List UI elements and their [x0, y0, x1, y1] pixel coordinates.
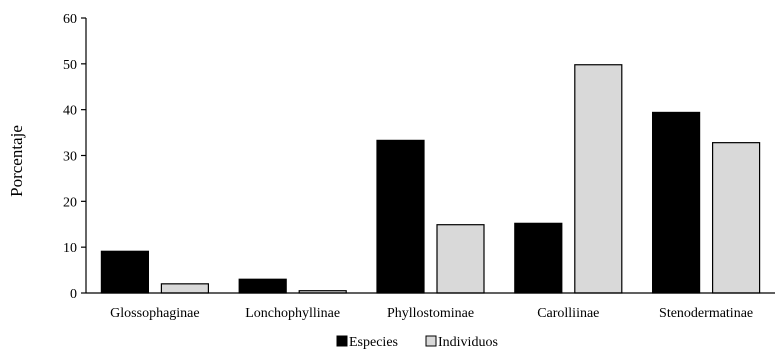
bar-individuos-glossophaginae: [160, 283, 209, 294]
x-tick-label: Glossophaginae: [110, 306, 199, 321]
bar-especies-carolliinae: [514, 222, 563, 294]
y-tick-label: 50: [63, 58, 77, 73]
bar-especies-lonchophyllinae: [238, 278, 287, 294]
bars-layer: [100, 64, 761, 294]
y-tick-label: 30: [63, 150, 77, 165]
bar-especies-glossophaginae: [100, 250, 150, 294]
y-tick-label: 20: [63, 195, 77, 210]
axes-layer: [81, 17, 775, 294]
x-tick-label: Stenodermatinae: [659, 306, 753, 321]
y-tick-label: 0: [70, 287, 77, 302]
y-tick-label: 10: [63, 241, 77, 256]
legend-label-individuos: Individuos: [438, 335, 498, 350]
legend-swatch-especies: [336, 335, 348, 347]
y-tick-label: 40: [63, 104, 77, 119]
bar-especies-phyllostominae: [376, 139, 425, 294]
labels-layer: Glossophaginae Lonchophyllinae Phyllostomi…: [63, 12, 753, 321]
legend-label-especies: Especies: [349, 335, 398, 350]
bar-especies-stenodermatinae: [651, 111, 701, 294]
x-tick-label: Lonchophyllinae: [245, 306, 340, 321]
x-tick-label: Carolliinae: [537, 306, 599, 321]
bar-individuos-stenodermatinae: [711, 142, 761, 294]
legend: Especies Individuos: [336, 335, 498, 350]
x-tick-label: Phyllostominae: [387, 306, 474, 321]
bar-individuos-carolliinae: [574, 64, 623, 294]
y-axis-title: Porcentaje: [7, 125, 26, 197]
legend-swatch-individuos: [425, 335, 437, 347]
y-tick-label: 60: [63, 12, 77, 27]
bar-individuos-phyllostominae: [436, 224, 485, 294]
